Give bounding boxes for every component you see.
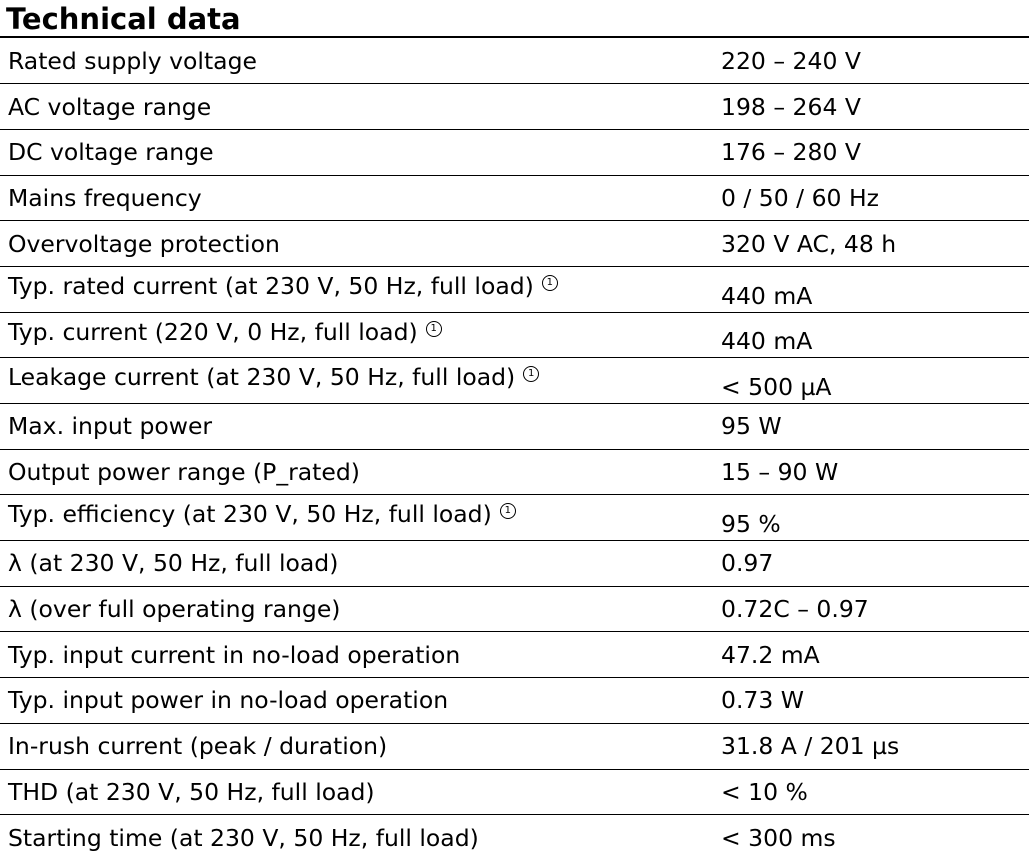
row-label: In-rush current (peak / duration) xyxy=(0,723,712,770)
table-row: AC voltage range 198 – 264 V xyxy=(0,83,1029,130)
row-value: 31.8 A / 201 µs xyxy=(712,723,1029,770)
row-value: 0.73 W xyxy=(712,677,1029,724)
table-row: Typ. input current in no-load operation … xyxy=(0,631,1029,679)
footnote-marker: 1 xyxy=(523,366,540,383)
row-value: 320 V AC, 48 h xyxy=(712,220,1029,267)
row-label: Typ. input power in no-load operation xyxy=(0,677,712,724)
row-label: λ (at 230 V, 50 Hz, full load) xyxy=(0,540,712,587)
table-row: Typ. efficiency (at 230 V, 50 Hz, full l… xyxy=(0,494,1029,542)
row-label: AC voltage range xyxy=(0,83,712,130)
row-label: Typ. efficiency (at 230 V, 50 Hz, full l… xyxy=(8,500,492,529)
row-value: 198 – 264 V xyxy=(712,83,1029,130)
row-value: 0.97 xyxy=(712,540,1029,587)
row-label-cell: Leakage current (at 230 V, 50 Hz, full l… xyxy=(0,357,712,404)
row-value: 47.2 mA xyxy=(712,631,1029,679)
row-value: 0 / 50 / 60 Hz xyxy=(712,175,1029,222)
row-label: THD (at 230 V, 50 Hz, full load) xyxy=(0,769,712,816)
table-row: Max. input power 95 W xyxy=(0,403,1029,450)
table-row: Starting time (at 230 V, 50 Hz, full loa… xyxy=(0,815,1029,861)
row-label: Output power range (P_rated) xyxy=(0,449,712,496)
row-label: Typ. input current in no-load operation xyxy=(0,631,712,679)
row-label: Mains frequency xyxy=(0,175,712,222)
row-label: Leakage current (at 230 V, 50 Hz, full l… xyxy=(8,363,516,392)
row-label-cell: Typ. rated current (at 230 V, 50 Hz, ful… xyxy=(0,266,712,313)
table-row: Typ. current (220 V, 0 Hz, full load) 1 4… xyxy=(0,312,1029,359)
row-value: < 10 % xyxy=(712,769,1029,816)
row-label: λ (over full operating range) xyxy=(0,586,712,633)
table-row: Typ. input power in no-load operation 0.… xyxy=(0,677,1029,724)
row-value: 0.72C – 0.97 xyxy=(712,586,1029,633)
table-row: In-rush current (peak / duration) 31.8 A… xyxy=(0,723,1029,770)
footnote-marker: 1 xyxy=(499,503,516,520)
row-label: Overvoltage protection xyxy=(0,220,712,267)
title-divider xyxy=(0,36,1029,38)
row-label: Typ. rated current (at 230 V, 50 Hz, ful… xyxy=(8,271,534,300)
row-value: 15 – 90 W xyxy=(712,449,1029,496)
row-label: Max. input power xyxy=(0,403,712,450)
row-value: 95 W xyxy=(712,403,1029,450)
row-label: Typ. current (220 V, 0 Hz, full load) xyxy=(8,317,418,346)
table-row: Output power range (P_rated) 15 – 90 W xyxy=(0,449,1029,496)
technical-data-table: Rated supply voltage 220 – 240 V AC volt… xyxy=(0,38,1029,860)
row-value: 440 mA xyxy=(712,266,1029,313)
table-row: Typ. rated current (at 230 V, 50 Hz, ful… xyxy=(0,266,1029,313)
row-label: DC voltage range xyxy=(0,129,712,176)
table-row: Mains frequency 0 / 50 / 60 Hz xyxy=(0,175,1029,222)
row-value: 95 % xyxy=(712,494,1029,542)
row-value: 176 – 280 V xyxy=(712,129,1029,176)
row-value: 440 mA xyxy=(712,312,1029,359)
table-row: Rated supply voltage 220 – 240 V xyxy=(0,38,1029,85)
table-row: λ (at 230 V, 50 Hz, full load) 0.97 xyxy=(0,540,1029,587)
row-label: Rated supply voltage xyxy=(0,38,712,85)
row-value: < 500 µA xyxy=(712,357,1029,404)
footnote-marker: 1 xyxy=(425,320,442,337)
row-label: Starting time (at 230 V, 50 Hz, full loa… xyxy=(8,823,479,852)
table-row: λ (over full operating range) 0.72C – 0.… xyxy=(0,586,1029,633)
table-row: Overvoltage protection 320 V AC, 48 h xyxy=(0,220,1029,267)
table-row: DC voltage range 176 – 280 V xyxy=(0,129,1029,176)
row-label-cell: Typ. current (220 V, 0 Hz, full load) 1 xyxy=(0,312,712,359)
table-row: Leakage current (at 230 V, 50 Hz, full l… xyxy=(0,357,1029,404)
row-value: 220 – 240 V xyxy=(712,38,1029,85)
row-value: < 300 ms xyxy=(721,823,836,852)
footnote-marker: 1 xyxy=(541,274,558,291)
section-title: Technical data xyxy=(6,2,241,36)
row-label-cell: Typ. efficiency (at 230 V, 50 Hz, full l… xyxy=(0,494,712,542)
table-row: THD (at 230 V, 50 Hz, full load) < 10 % xyxy=(0,769,1029,816)
